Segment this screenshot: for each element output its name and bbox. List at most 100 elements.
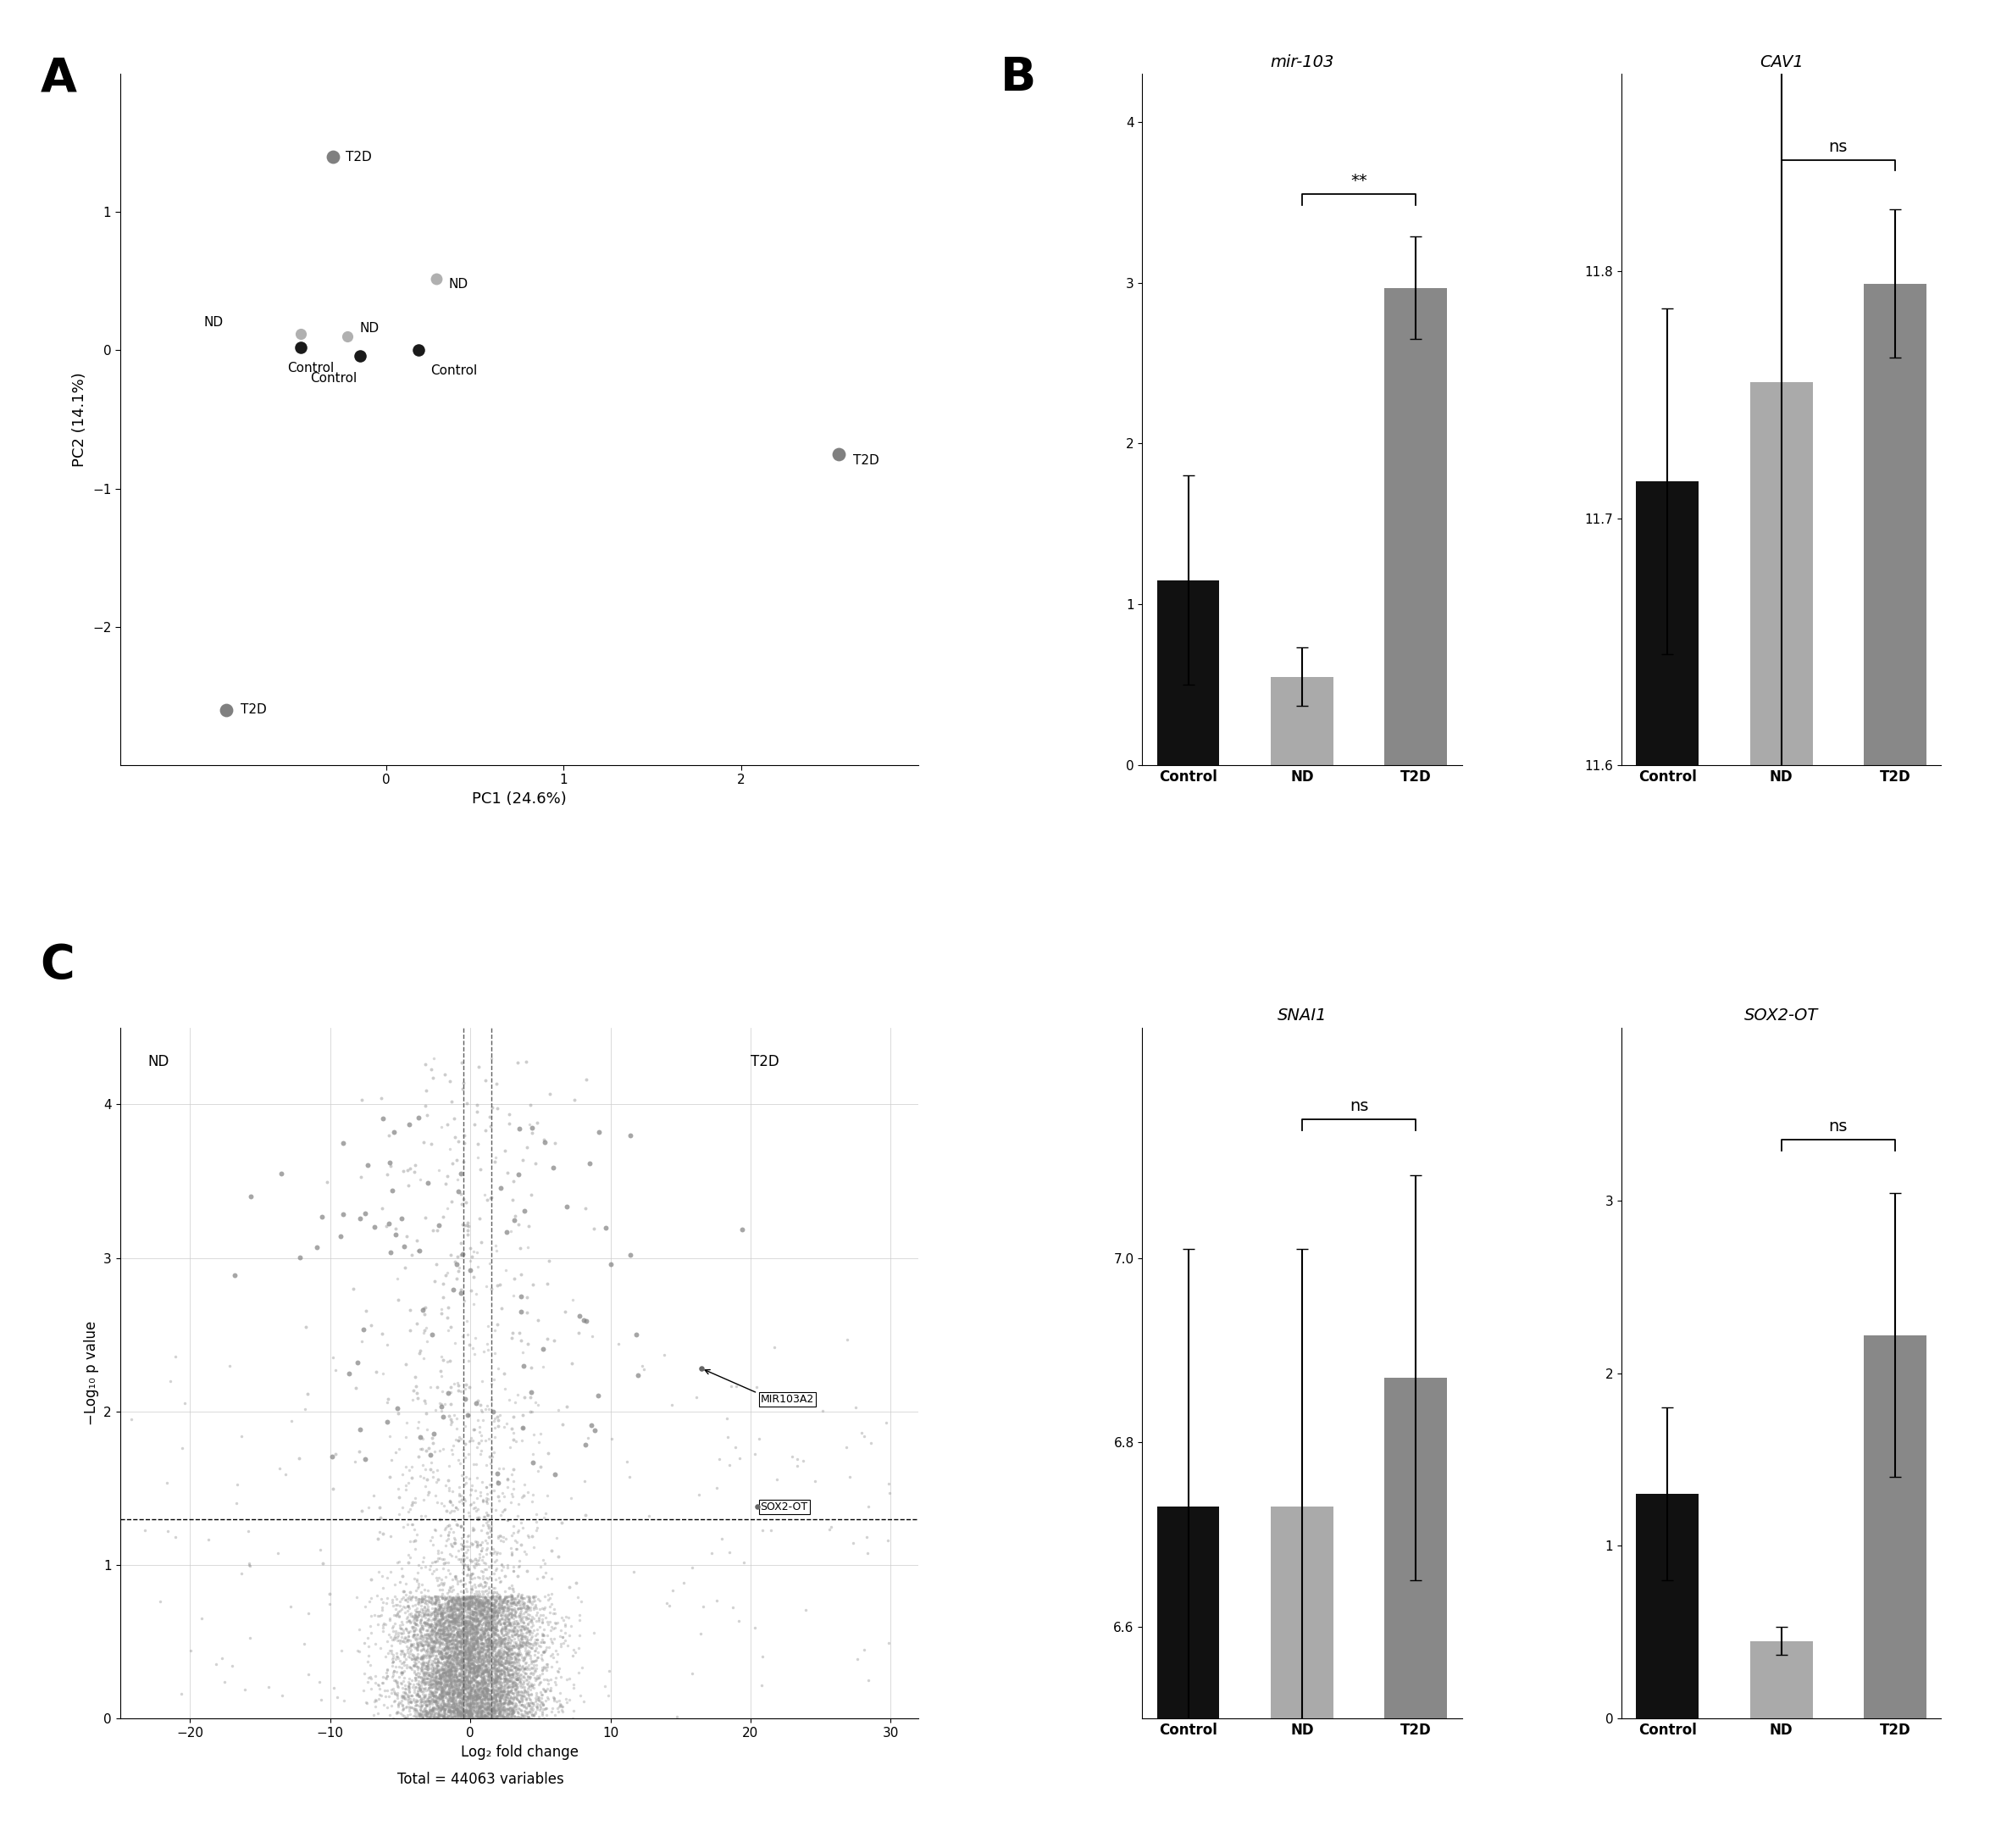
Point (386, 1610, 418, 1639)
Point (372, 1563, 404, 1593)
Point (484, 1604, 516, 1634)
Point (474, 1599, 506, 1628)
Point (488, 1637, 520, 1667)
Point (490, 1586, 522, 1615)
Point (426, 1674, 458, 1704)
Point (434, 1654, 466, 1684)
Point (456, 1682, 488, 1711)
Point (532, 1246, 564, 1275)
Point (454, 1672, 486, 1702)
Point (414, 1608, 446, 1637)
Point (398, 1600, 430, 1630)
Point (468, 1582, 500, 1611)
Point (448, 1645, 480, 1674)
Point (478, 1632, 510, 1661)
Point (434, 1656, 466, 1685)
Point (430, 1626, 462, 1656)
Point (416, 1586, 448, 1615)
Point (452, 1674, 484, 1704)
Point (444, 1179, 476, 1209)
Point (508, 1608, 540, 1637)
Point (434, 1696, 466, 1726)
Point (512, 1593, 544, 1623)
Point (394, 1635, 426, 1665)
Point (462, 1591, 494, 1621)
Point (472, 1615, 504, 1645)
Point (430, 1547, 462, 1576)
Point (466, 1658, 498, 1687)
Point (438, 1665, 470, 1695)
Point (446, 1626, 478, 1656)
Point (462, 1495, 494, 1525)
Point (464, 1680, 496, 1709)
Point (432, 1700, 464, 1730)
Point (418, 1647, 450, 1676)
Point (436, 1663, 468, 1693)
Point (422, 1606, 454, 1635)
Bar (1271, 1506, 1333, 1848)
Point (442, 1665, 474, 1695)
Point (378, 1678, 410, 1708)
Point (442, 1648, 474, 1678)
Point (482, 1587, 514, 1617)
Point (462, 1650, 494, 1680)
Point (480, 1682, 512, 1711)
Point (456, 1634, 488, 1663)
Point (536, 1578, 568, 1608)
Point (426, 1543, 458, 1573)
Point (428, 1635, 460, 1665)
Point (482, 1684, 514, 1713)
Point (482, 1647, 514, 1676)
Point (432, 1606, 464, 1635)
Point (472, 1624, 504, 1654)
Point (490, 1582, 522, 1611)
Point (448, 1210, 480, 1240)
Point (440, 1591, 472, 1621)
Point (466, 1650, 498, 1680)
Point (488, 1624, 520, 1654)
Point (872, 1525, 904, 1554)
Point (408, 1608, 440, 1637)
Point (400, 1586, 432, 1615)
Point (442, 1696, 474, 1726)
Point (530, 1656, 562, 1685)
Point (468, 1619, 500, 1648)
Point (450, 1628, 482, 1658)
Point (516, 1687, 548, 1717)
Point (414, 1687, 446, 1717)
Point (430, 1667, 462, 1696)
Point (466, 1563, 498, 1593)
Point (504, 1611, 536, 1641)
Point (426, 1641, 458, 1671)
Point (438, 1619, 470, 1648)
Point (518, 1652, 550, 1682)
Point (436, 1611, 468, 1641)
Point (426, 1674, 458, 1704)
Point (432, 1641, 464, 1671)
Point (400, 1660, 432, 1689)
Point (568, 1430, 600, 1460)
Point (536, 1153, 568, 1183)
Point (444, 1680, 476, 1709)
Point (454, 1700, 486, 1730)
Point (466, 1486, 498, 1515)
Point (442, 1611, 474, 1641)
Point (478, 1617, 510, 1647)
Point (388, 1671, 420, 1700)
Point (420, 1621, 452, 1650)
Point (426, 1604, 458, 1634)
Point (438, 1610, 470, 1639)
Point (404, 1641, 436, 1671)
Point (432, 1643, 464, 1672)
Point (468, 1684, 500, 1713)
Point (426, 1582, 458, 1611)
Point (482, 1698, 514, 1728)
Point (408, 1685, 440, 1715)
Point (526, 1621, 558, 1650)
Point (372, 1161, 404, 1190)
Point (460, 1619, 492, 1648)
Point (390, 1615, 422, 1645)
Point (454, 1582, 486, 1611)
Text: T2D: T2D (240, 704, 266, 715)
Point (466, 1621, 498, 1650)
